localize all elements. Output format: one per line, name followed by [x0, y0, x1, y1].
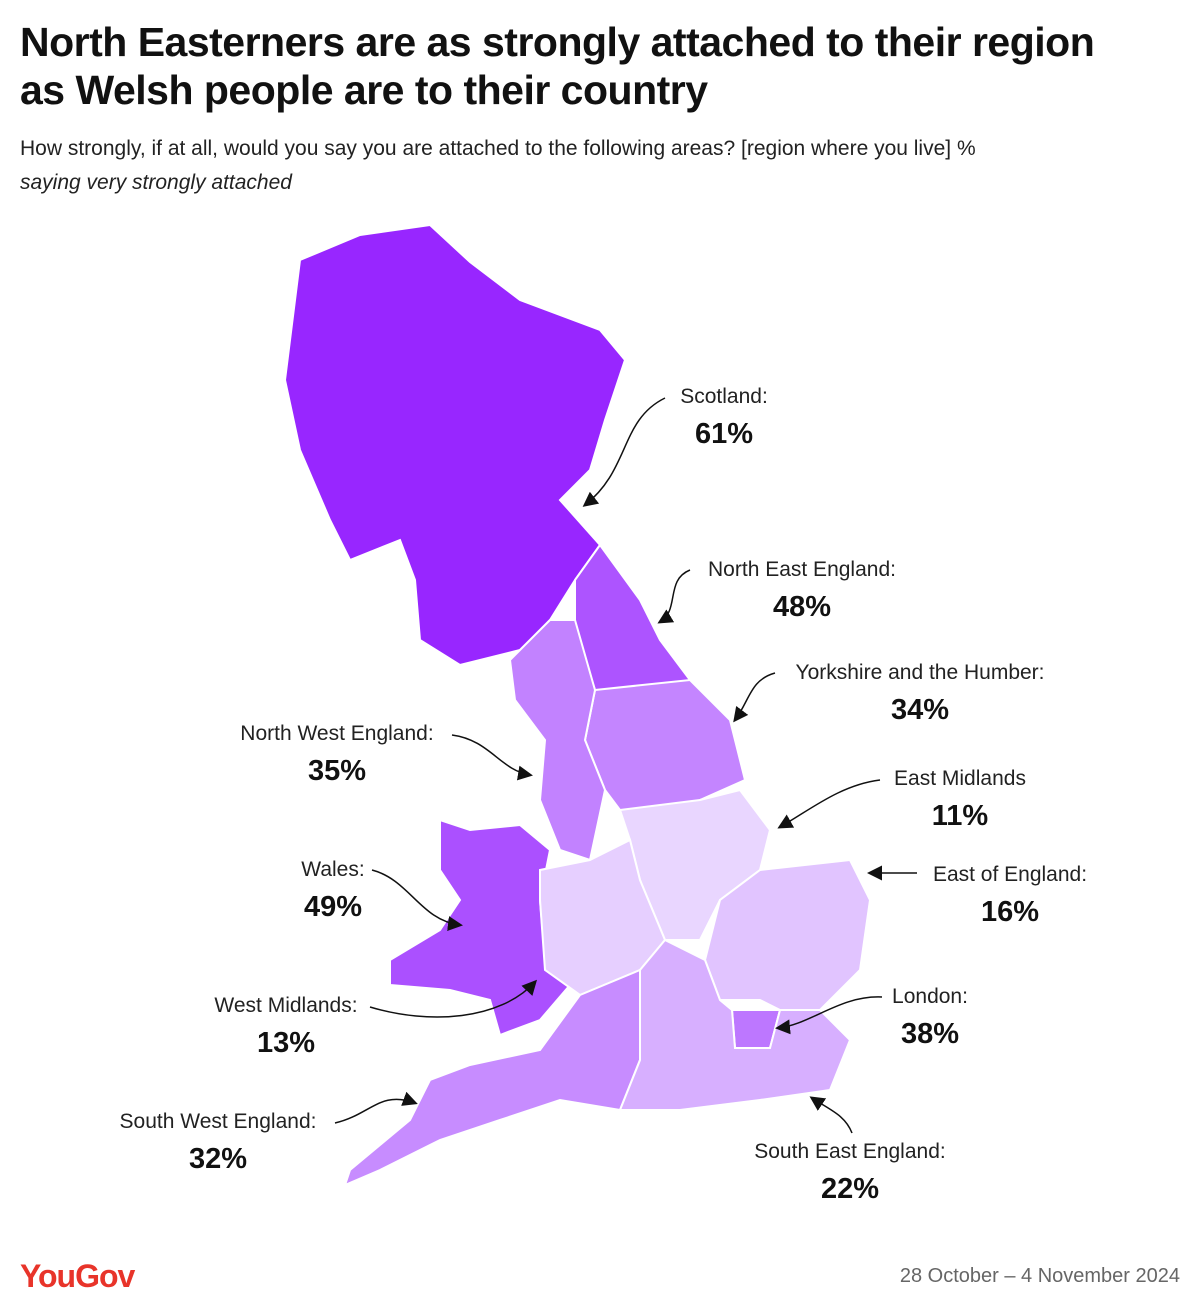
arrow: [809, 1096, 853, 1134]
arrow: [369, 979, 538, 1018]
region-name: Scotland:: [680, 385, 768, 408]
region-value: 49%: [304, 891, 362, 923]
region-name: South East England:: [754, 1140, 945, 1163]
region-value: 11%: [932, 800, 989, 832]
arrow: [733, 672, 776, 723]
region-shape: [508, 619, 607, 862]
region-name: East Midlands: [894, 767, 1026, 790]
region-value: 34%: [891, 694, 949, 726]
region-name: North East England:: [708, 558, 896, 581]
region-shape: [574, 543, 692, 697]
region-name: East of England:: [933, 863, 1087, 886]
region-value: 32%: [189, 1143, 247, 1175]
region-shape: [618, 938, 852, 1111]
region-value: 48%: [773, 591, 831, 623]
logo: YouGov: [20, 1258, 135, 1294]
region-value: 38%: [901, 1018, 959, 1050]
region-value: 61%: [695, 418, 753, 450]
region-name: London:: [892, 985, 968, 1008]
date: 28 October – 4 November 2024: [899, 1265, 1180, 1287]
region-name: Wales:: [301, 858, 364, 881]
arrow: [777, 779, 881, 829]
arrow: [334, 1091, 418, 1124]
arrow: [371, 869, 463, 931]
region-name: South West England:: [120, 1110, 317, 1133]
arrow: [775, 996, 883, 1035]
title: North Easterners are as strongly attache…: [20, 19, 1095, 113]
arrow: [451, 734, 533, 781]
arrow: [657, 569, 691, 624]
arrow: [582, 397, 666, 507]
subtitle-italic: saying very strongly attached: [20, 171, 292, 194]
region-value: 16%: [981, 896, 1039, 928]
subtitle: How strongly, if at all, would you say y…: [20, 132, 1170, 200]
region-name: North West England:: [240, 722, 433, 745]
region-value: 35%: [308, 755, 366, 787]
region-value: 13%: [257, 1027, 315, 1059]
region-name: West Midlands:: [214, 994, 357, 1017]
subtitle-text: How strongly, if at all, would you say y…: [20, 137, 976, 160]
region-name: Yorkshire and the Humber:: [795, 661, 1044, 684]
region-value: 22%: [821, 1173, 879, 1205]
